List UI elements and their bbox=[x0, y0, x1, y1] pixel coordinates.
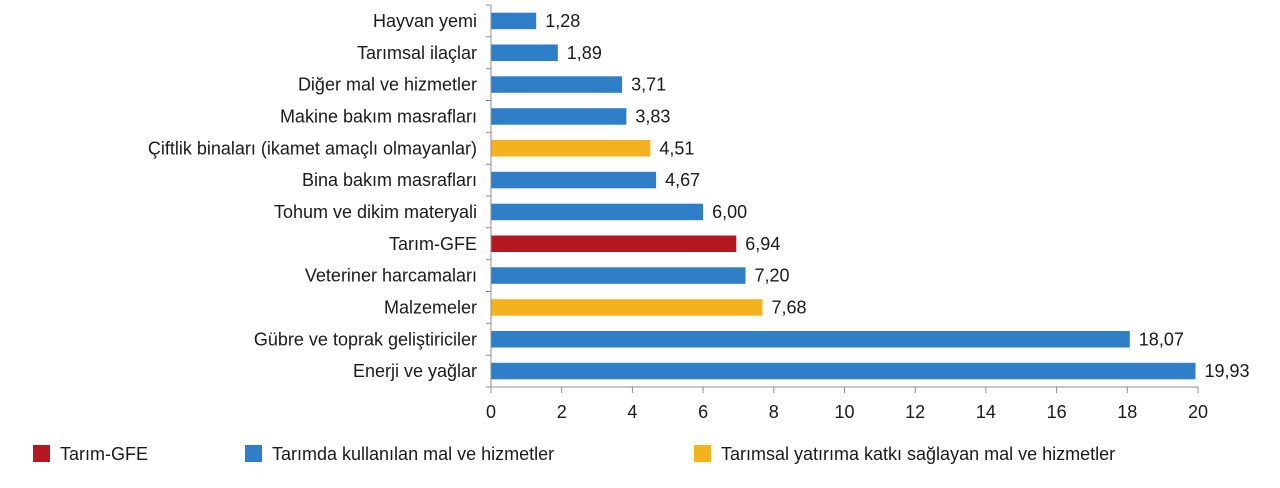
category-label: Malzemeler bbox=[384, 297, 477, 317]
data-label: 7,68 bbox=[772, 297, 807, 317]
data-label: 4,67 bbox=[665, 170, 700, 190]
legend-swatch bbox=[245, 445, 262, 462]
legend-label: Tarımda kullanılan mal ve hizmetler bbox=[272, 444, 554, 464]
x-tick-label: 16 bbox=[1047, 402, 1067, 422]
x-tick-label: 20 bbox=[1188, 402, 1208, 422]
axis-layer: Hayvan yemi Tarımsal ilaçlar Diğer mal ve … bbox=[148, 4, 1208, 422]
category-label: Makine bakım masrafları bbox=[280, 106, 477, 126]
bar bbox=[491, 331, 1130, 348]
legend-label: Tarımsal yatırıma katkı sağlayan mal ve … bbox=[721, 444, 1115, 464]
bar bbox=[491, 362, 1196, 380]
category-label: Bina bakım masrafları bbox=[302, 170, 477, 190]
data-label: 18,07 bbox=[1139, 329, 1184, 349]
x-tick-label: 4 bbox=[627, 402, 637, 422]
bar bbox=[491, 203, 704, 221]
category-label: Tohum ve dikim materyali bbox=[274, 202, 477, 222]
category-label: Hayvan yemi bbox=[373, 11, 477, 31]
bar bbox=[491, 299, 763, 316]
x-tick-label: 0 bbox=[486, 402, 496, 422]
bars-layer: 1,28 1,89 3,71 3,83 4,51 4,67 6,00 6,94 7,20 7,68… bbox=[491, 11, 1250, 381]
data-label: 6,00 bbox=[712, 202, 747, 222]
data-label: 19,93 bbox=[1205, 361, 1250, 381]
data-label: 3,71 bbox=[631, 75, 666, 95]
bar bbox=[491, 76, 623, 93]
data-label: 7,20 bbox=[755, 266, 790, 286]
bar bbox=[491, 44, 558, 61]
legend-swatch bbox=[33, 445, 50, 462]
category-label: Çiftlik binaları (ikamet amaçlı olmayanl… bbox=[148, 138, 477, 158]
legend-label: Tarım-GFE bbox=[60, 444, 148, 464]
category-label: Veteriner harcamaları bbox=[305, 266, 477, 286]
x-tick-label: 14 bbox=[976, 402, 996, 422]
legend-swatch bbox=[694, 445, 711, 462]
data-label: 4,51 bbox=[659, 138, 694, 158]
x-tick-label: 2 bbox=[557, 402, 567, 422]
bar bbox=[491, 267, 746, 284]
category-label: Enerji ve yağlar bbox=[353, 361, 477, 381]
data-label: 3,83 bbox=[635, 106, 670, 126]
category-label: Tarımsal ilaçlar bbox=[357, 43, 477, 63]
x-tick-label: 8 bbox=[769, 402, 779, 422]
x-tick-label: 10 bbox=[834, 402, 854, 422]
data-label: 1,89 bbox=[567, 43, 602, 63]
data-label: 6,94 bbox=[745, 234, 780, 254]
bar bbox=[491, 235, 737, 252]
bar bbox=[491, 171, 657, 189]
bar bbox=[491, 140, 651, 157]
x-tick-label: 18 bbox=[1117, 402, 1137, 422]
category-label: Diğer mal ve hizmetler bbox=[298, 75, 477, 95]
category-label: Tarım-GFE bbox=[389, 234, 477, 254]
x-tick-label: 6 bbox=[698, 402, 708, 422]
data-label: 1,28 bbox=[545, 11, 580, 31]
bar bbox=[491, 12, 537, 30]
category-label: Gübre ve toprak geliştiriciler bbox=[254, 329, 477, 349]
legend: Tarım-GFE Tarımda kullanılan mal ve hizme… bbox=[33, 444, 1115, 464]
x-tick-label: 12 bbox=[905, 402, 925, 422]
bar bbox=[491, 108, 627, 125]
